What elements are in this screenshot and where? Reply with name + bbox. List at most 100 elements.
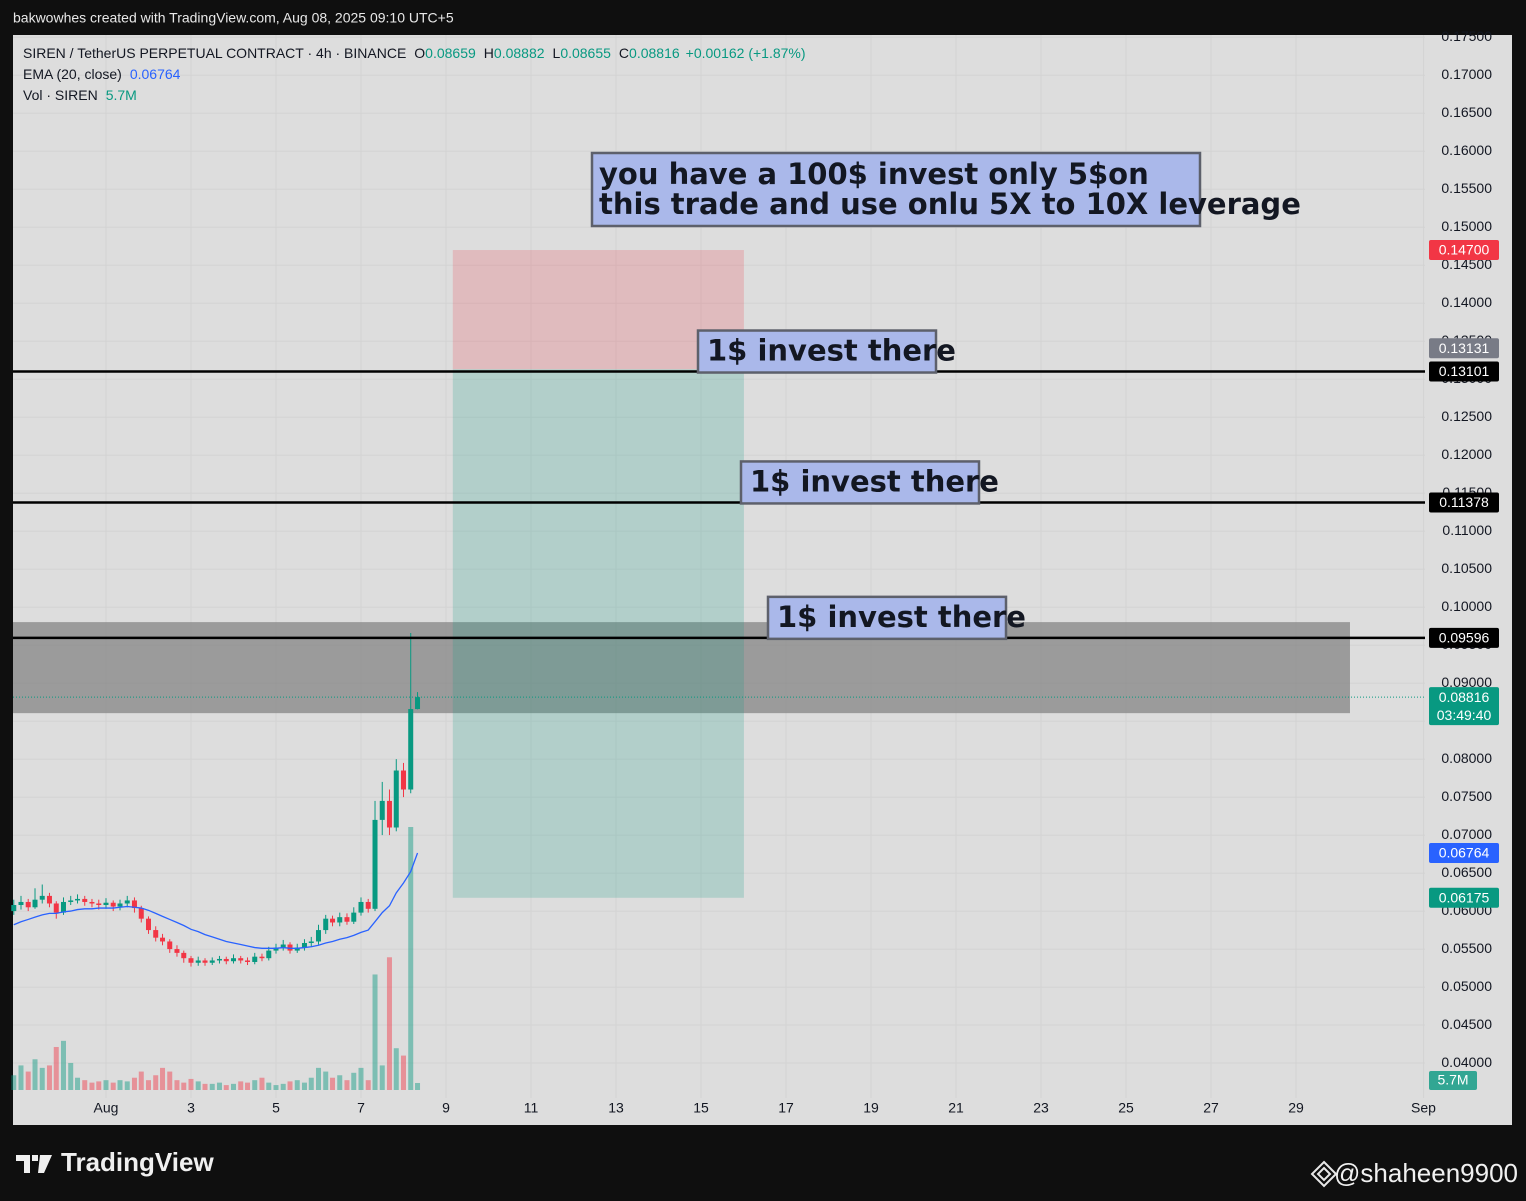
volume-tag-label: 5.7M xyxy=(1437,1072,1468,1088)
x-tick-label: Sep xyxy=(1411,1100,1436,1116)
stop-tag xyxy=(1429,240,1499,261)
y-tick-label: 0.15500 xyxy=(1441,180,1492,196)
y-tick-label: 0.16500 xyxy=(1441,104,1492,120)
candle-body xyxy=(53,903,59,913)
ema-tag xyxy=(1429,843,1499,864)
candle-body xyxy=(408,709,414,790)
target-tag xyxy=(1429,887,1499,908)
legend-ohlc-label: L xyxy=(553,45,561,61)
note-line: this trade and use onlu 5X to 10X levera… xyxy=(599,187,1301,221)
candle-body xyxy=(415,697,421,710)
x-tick-label: 17 xyxy=(778,1100,794,1116)
candle-body xyxy=(294,947,300,951)
volume-bar xyxy=(11,1075,17,1090)
volume-bar xyxy=(301,1082,307,1090)
candle-body xyxy=(82,898,88,902)
volume-bar xyxy=(110,1082,116,1090)
volume-value: 5.7M xyxy=(106,87,137,103)
candle-body xyxy=(11,905,17,912)
legend-line: Vol · SIREN 5.7M xyxy=(23,87,137,103)
note-box xyxy=(590,151,1202,228)
volume-bar xyxy=(415,1082,421,1090)
volume-bar xyxy=(46,1065,52,1090)
volume-bar xyxy=(273,1085,279,1090)
y-tick-label: 0.05500 xyxy=(1441,940,1492,956)
candle-body xyxy=(188,958,194,963)
volume-bar xyxy=(96,1081,102,1090)
volume-bar xyxy=(372,974,378,1090)
candle-body xyxy=(25,901,31,908)
legend-ohlc-label: O xyxy=(414,45,425,61)
volume-bar xyxy=(337,1075,343,1090)
y-tick-label: 0.12500 xyxy=(1441,408,1492,424)
candle-body xyxy=(230,958,236,962)
volume-bar xyxy=(315,1067,321,1090)
volume-bar xyxy=(167,1071,173,1090)
volume-bar xyxy=(238,1081,244,1090)
candle-body xyxy=(323,918,329,931)
x-tick-label: 19 xyxy=(863,1100,879,1116)
header: bakwowhes created with TradingView.com, … xyxy=(13,10,454,26)
volume-bar xyxy=(245,1082,251,1090)
candle-body xyxy=(330,918,336,923)
candle-body xyxy=(75,898,81,901)
volume-bar xyxy=(145,1080,151,1090)
legend-ohlc-label: C xyxy=(619,45,629,61)
legend-ohlc-value: 0.08655 xyxy=(560,45,611,61)
x-tick-label: 25 xyxy=(1118,1100,1134,1116)
candle-body xyxy=(174,949,180,953)
candle-body xyxy=(372,819,378,909)
candle-body xyxy=(301,942,307,948)
author: @shaheen9900 xyxy=(1334,1158,1518,1188)
volume-bar xyxy=(400,1055,406,1090)
candle-body xyxy=(131,900,137,909)
logo-text: TradingView xyxy=(61,1147,214,1177)
candle-body xyxy=(145,918,151,931)
candle-body xyxy=(223,958,229,962)
volume-bar xyxy=(39,1067,45,1090)
last-price-tag-label: 0.08816 xyxy=(1439,689,1490,705)
volume-bar xyxy=(18,1065,24,1090)
hline-tag xyxy=(1429,627,1499,648)
candle-body xyxy=(124,900,130,904)
legend-ohlc-value: 0.08816 xyxy=(629,45,680,61)
legend-line: SIREN / TetherUS PERPETUAL CONTRACT · 4h… xyxy=(23,45,806,61)
legend-ohlc-label: H xyxy=(484,45,494,61)
candle-body xyxy=(167,941,173,950)
volume-bar xyxy=(181,1082,187,1090)
candle-body xyxy=(46,895,52,904)
candle-body xyxy=(386,800,392,828)
volume-bar xyxy=(308,1077,314,1090)
volume-bar xyxy=(25,1071,31,1090)
volume-bar xyxy=(202,1083,208,1090)
volume-bar xyxy=(259,1077,265,1090)
volume-bar xyxy=(252,1080,258,1090)
candle-body xyxy=(266,950,272,959)
hline-tag xyxy=(1429,492,1499,513)
candle-body xyxy=(337,917,343,923)
y-tick-label: 0.07000 xyxy=(1441,826,1492,842)
volume-bar xyxy=(53,1046,59,1090)
volume-bar xyxy=(408,827,414,1090)
note-line: you have a 100$ invest only 5$on xyxy=(599,157,1149,191)
hline-tag xyxy=(1429,361,1499,382)
volume-bar xyxy=(223,1085,229,1090)
volume-bar xyxy=(117,1080,123,1090)
candle-body xyxy=(365,901,371,909)
x-tick-label: 21 xyxy=(948,1100,964,1116)
volume-bar xyxy=(160,1067,166,1090)
x-tick-label: 9 xyxy=(442,1100,450,1116)
hline-tag-label: 0.11378 xyxy=(1439,494,1489,510)
volume-bar xyxy=(280,1083,286,1090)
volume-bar xyxy=(138,1071,144,1090)
volume-bar xyxy=(153,1075,159,1090)
legend-symbol: SIREN / TetherUS PERPETUAL CONTRACT · 4h… xyxy=(23,45,406,61)
candle-body xyxy=(216,958,222,961)
candle-body xyxy=(68,900,74,902)
x-tick-label: 29 xyxy=(1288,1100,1304,1116)
volume-bar xyxy=(209,1083,215,1090)
x-tick-label: 23 xyxy=(1033,1100,1049,1116)
y-tick-label: 0.09000 xyxy=(1441,674,1492,690)
hline-tag-label: 0.13101 xyxy=(1439,363,1490,379)
